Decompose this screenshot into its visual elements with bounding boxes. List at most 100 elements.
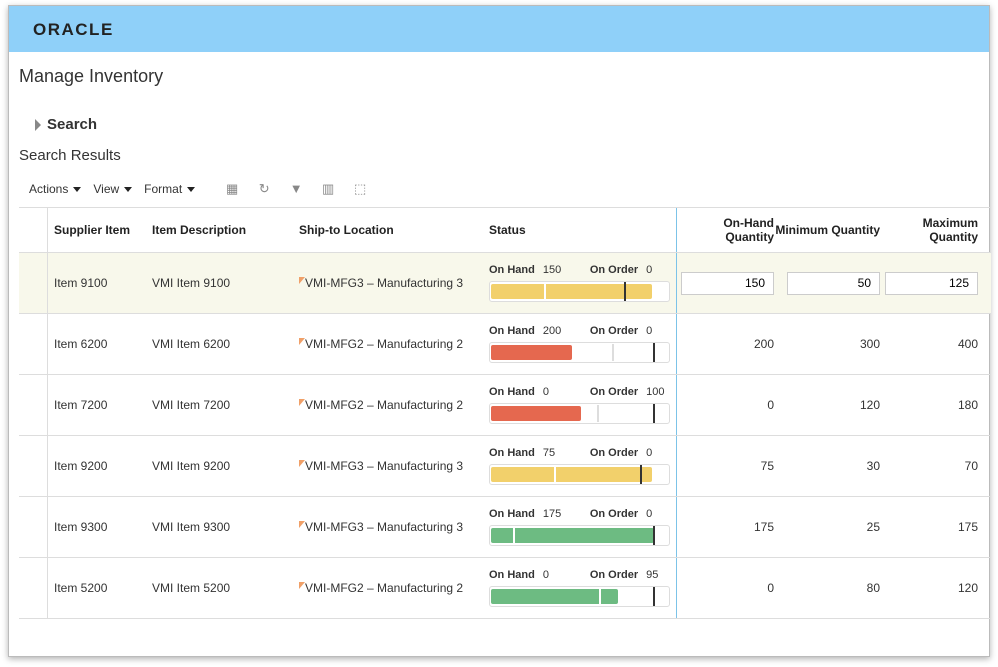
min-marker bbox=[611, 344, 614, 361]
col-on-hand[interactable]: On-Hand Quantity bbox=[723, 216, 774, 244]
freeze-columns-icon[interactable]: ▦ bbox=[226, 181, 239, 196]
maximum-qty-cell: 400 bbox=[957, 337, 978, 351]
page-title: Manage Inventory bbox=[19, 66, 164, 86]
header-bar: ORACLE bbox=[9, 6, 989, 52]
supplier-item-cell: Item 6200 bbox=[54, 337, 108, 351]
on-order-value: 0 bbox=[646, 508, 653, 520]
minimum-qty-input[interactable] bbox=[787, 271, 880, 295]
col-ship-to[interactable]: Ship-to Location bbox=[299, 223, 394, 237]
flag-icon bbox=[299, 338, 305, 345]
minimum-qty-cell: 300 bbox=[859, 337, 880, 351]
oracle-logo: ORACLE bbox=[33, 20, 114, 39]
table-row[interactable]: Item 7200 VMI Item 7200 VMI-MFG2 – Manuf… bbox=[19, 375, 991, 436]
on-hand-value: 75 bbox=[542, 447, 556, 459]
row-header[interactable] bbox=[19, 375, 48, 435]
ship-to-text: VMI-MFG3 – Manufacturing 3 bbox=[305, 520, 464, 534]
row-header[interactable] bbox=[19, 314, 48, 374]
min-marker bbox=[599, 588, 602, 605]
minimum-qty-cell: 120 bbox=[859, 398, 880, 412]
on-hand-label: On Hand bbox=[489, 569, 535, 581]
col-status[interactable]: Status bbox=[489, 223, 526, 237]
table-row[interactable]: Item 9200 VMI Item 9200 VMI-MFG3 – Manuf… bbox=[19, 436, 991, 497]
ship-to-cell: VMI-MFG2 – Manufacturing 2 bbox=[299, 398, 481, 412]
on-order-label: On Order bbox=[589, 508, 639, 520]
on-hand-value: 150 bbox=[542, 264, 562, 276]
on-order-label: On Order bbox=[589, 325, 639, 337]
on-order-label: On Order bbox=[589, 386, 639, 398]
item-description-cell: VMI Item 5200 bbox=[152, 581, 231, 595]
table-row[interactable]: Item 9300 VMI Item 9300 VMI-MFG3 – Manuf… bbox=[19, 497, 991, 558]
ship-to-text: VMI-MFG2 – Manufacturing 2 bbox=[305, 337, 464, 351]
col-supplier-item[interactable]: Supplier Item bbox=[54, 223, 131, 237]
on-hand-label: On Hand bbox=[489, 508, 535, 520]
min-marker bbox=[543, 283, 546, 300]
format-menu[interactable]: Format bbox=[144, 182, 196, 196]
query-by-example-icon[interactable]: ▼ bbox=[289, 181, 303, 196]
table-row[interactable]: Item 9100 VMI Item 9100 VMI-MFG3 – Manuf… bbox=[19, 253, 991, 314]
format-label: Format bbox=[144, 182, 183, 196]
maximum-qty-input[interactable] bbox=[885, 271, 978, 295]
frozen-divider bbox=[676, 497, 677, 557]
ship-to-text: VMI-MFG3 – Manufacturing 3 bbox=[305, 276, 464, 290]
frozen-divider bbox=[676, 314, 677, 374]
inventory-table: Supplier Item Item Description Ship-to L… bbox=[19, 207, 991, 619]
ship-to-text: VMI-MFG2 – Manufacturing 2 bbox=[305, 581, 464, 595]
col-item-description[interactable]: Item Description bbox=[152, 223, 247, 237]
col-minimum[interactable]: Minimum Quantity bbox=[775, 223, 880, 237]
chevron-down-icon bbox=[124, 186, 133, 192]
on-hand-qty-cell: 0 bbox=[767, 398, 774, 412]
status-bar bbox=[489, 525, 670, 546]
ship-to-text: VMI-MFG2 – Manufacturing 2 bbox=[305, 398, 464, 412]
supplier-item-cell: Item 5200 bbox=[54, 581, 108, 595]
status-bar-fill bbox=[491, 589, 619, 604]
max-marker bbox=[652, 587, 655, 606]
detach-icon[interactable]: ⬚ bbox=[354, 181, 367, 196]
actions-menu[interactable]: Actions bbox=[29, 182, 82, 196]
row-header[interactable] bbox=[19, 436, 48, 496]
ship-to-cell: VMI-MFG3 – Manufacturing 3 bbox=[299, 276, 481, 290]
min-marker bbox=[597, 405, 600, 422]
min-marker bbox=[554, 466, 557, 483]
supplier-item-cell: Item 7200 bbox=[54, 398, 108, 412]
row-header[interactable] bbox=[19, 497, 48, 557]
row-header[interactable] bbox=[19, 558, 48, 618]
status-bar-fill bbox=[491, 345, 572, 360]
search-section-toggle[interactable]: Search bbox=[35, 116, 97, 133]
ship-to-text: VMI-MFG3 – Manufacturing 3 bbox=[305, 459, 464, 473]
table-row[interactable]: Item 6200 VMI Item 6200 VMI-MFG2 – Manuf… bbox=[19, 314, 991, 375]
table-row[interactable]: Item 5200 VMI Item 5200 VMI-MFG2 – Manuf… bbox=[19, 558, 991, 619]
refresh-icon[interactable]: ↻ bbox=[258, 181, 270, 196]
frozen-divider bbox=[676, 375, 677, 435]
flag-icon bbox=[299, 460, 305, 467]
status-bar bbox=[489, 586, 670, 607]
supplier-item-cell: Item 9200 bbox=[54, 459, 108, 473]
status-bar bbox=[489, 281, 670, 302]
on-hand-qty-cell: 75 bbox=[760, 459, 774, 473]
table-header: Supplier Item Item Description Ship-to L… bbox=[19, 208, 991, 253]
status-bar-fill bbox=[491, 284, 653, 299]
view-label: View bbox=[93, 182, 120, 196]
on-order-label: On Order bbox=[589, 447, 639, 459]
row-header[interactable] bbox=[19, 253, 48, 313]
status-bar bbox=[489, 342, 670, 363]
row-header-col bbox=[19, 208, 48, 252]
minimum-qty-cell: 30 bbox=[866, 459, 880, 473]
view-menu[interactable]: View bbox=[93, 182, 133, 196]
status-cell: On Hand 75 On Order 0 bbox=[481, 447, 676, 485]
supplier-item-cell: Item 9100 bbox=[54, 276, 108, 290]
status-bar-fill bbox=[491, 528, 654, 543]
status-cell: On Hand 150 On Order 0 bbox=[481, 264, 676, 302]
columns-icon[interactable]: ▥ bbox=[322, 181, 335, 196]
col-maximum[interactable]: Maximum Quantity bbox=[922, 216, 978, 244]
status-bar-fill bbox=[491, 467, 653, 482]
maximum-qty-cell: 175 bbox=[957, 520, 978, 534]
on-order-value: 100 bbox=[646, 386, 665, 398]
on-hand-qty-cell bbox=[677, 271, 774, 295]
on-order-value: 0 bbox=[646, 447, 653, 459]
actions-label: Actions bbox=[29, 182, 69, 196]
on-order-label: On Order bbox=[589, 569, 639, 581]
flag-icon bbox=[299, 277, 305, 284]
status-cell: On Hand 0 On Order 100 bbox=[481, 386, 676, 424]
status-cell: On Hand 200 On Order 0 bbox=[481, 325, 676, 363]
frozen-divider bbox=[676, 253, 677, 313]
